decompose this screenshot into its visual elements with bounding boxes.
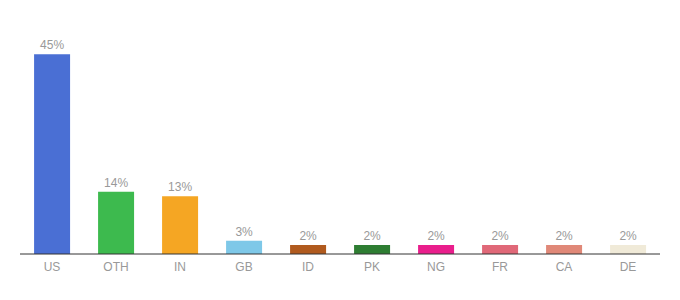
svg-text:CA: CA: [556, 260, 573, 274]
svg-text:2%: 2%: [427, 229, 445, 243]
svg-text:13%: 13%: [168, 180, 192, 194]
svg-text:14%: 14%: [104, 176, 128, 190]
svg-text:GB: GB: [235, 260, 252, 274]
svg-text:PK: PK: [364, 260, 380, 274]
svg-text:ID: ID: [302, 260, 314, 274]
svg-text:IN: IN: [174, 260, 186, 274]
svg-text:DE: DE: [620, 260, 637, 274]
svg-text:45%: 45%: [40, 38, 64, 52]
svg-text:2%: 2%: [619, 229, 637, 243]
svg-text:2%: 2%: [299, 229, 317, 243]
svg-text:US: US: [44, 260, 61, 274]
svg-text:2%: 2%: [491, 229, 509, 243]
svg-text:3%: 3%: [235, 225, 253, 239]
svg-text:FR: FR: [492, 260, 508, 274]
svg-text:NG: NG: [427, 260, 445, 274]
svg-text:2%: 2%: [363, 229, 381, 243]
svg-text:OTH: OTH: [103, 260, 128, 274]
svg-text:2%: 2%: [555, 229, 573, 243]
